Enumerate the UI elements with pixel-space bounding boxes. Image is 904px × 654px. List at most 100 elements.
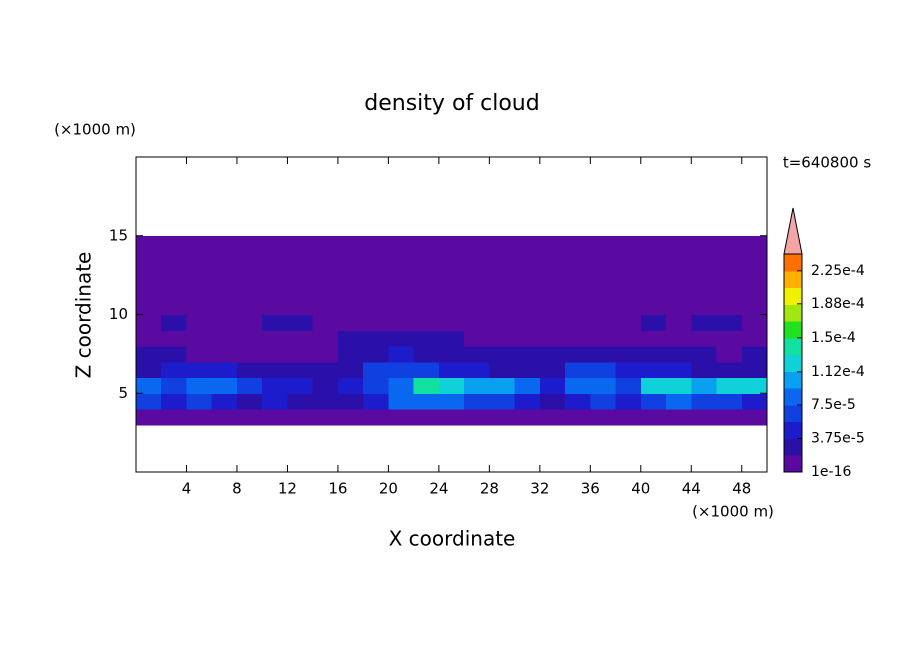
field-cell [136,346,162,363]
field-cell [640,283,667,300]
field-cell [666,235,692,253]
field-cell [312,409,339,426]
field-cell [691,409,718,426]
field-cell [539,409,566,426]
field-cell [666,267,692,284]
field-cell [388,346,415,363]
field-cell [565,298,591,316]
field-cell [716,361,743,379]
field-cell [590,346,617,363]
field-cell [363,314,389,331]
field-cell [136,361,162,379]
field-cell [262,330,289,347]
field-cell [161,251,188,268]
field-cell [438,267,465,284]
field-cell [312,298,339,316]
field-cell [136,298,162,316]
field-cell [312,346,339,363]
colorbar-swatch [784,404,802,423]
chart-title: density of cloud [364,91,539,116]
field-cell [615,283,642,300]
field-cell [413,361,440,379]
field-cell [489,346,516,363]
field-cell [337,283,364,300]
field-cell [236,314,263,331]
field-cell [615,298,642,316]
field-cell [186,377,213,394]
field-cell [565,267,591,284]
field-cell [489,377,516,394]
colorbar-swatch [784,270,802,289]
field-cell [337,393,364,410]
colorbar-tick-label: 2.25e-4 [811,263,865,279]
field-cell [741,251,768,268]
field-cell [211,409,238,426]
field-cell [388,409,415,426]
field-cell [716,377,743,394]
x-tick-label: 32 [530,480,549,498]
field-cell [741,283,768,300]
field-cell [388,361,415,379]
x-tick-label: 12 [278,480,297,498]
field-cell [464,393,490,410]
field-cell [615,330,642,347]
field-cell [161,393,188,410]
field-cell [211,346,238,363]
field-cell [388,298,415,316]
field-cell [186,361,213,379]
field-cell [388,330,415,347]
field-cell [312,377,339,394]
field-cell [363,346,389,363]
field-cell [615,361,642,379]
field-cell [716,267,743,284]
field-cell [615,377,642,394]
y-tick-label: 5 [118,384,128,402]
field-cell [161,235,188,253]
colorbar-tick-label: 1.5e-4 [811,330,856,346]
field-cell [514,251,541,268]
field-cell [640,377,667,394]
field-cell [590,330,617,347]
field-cell [337,409,364,426]
field-cell [640,267,667,284]
field-cell [464,251,490,268]
field-cell [287,346,314,363]
field-cell [590,283,617,300]
field-cell [161,298,188,316]
field-cell [438,235,465,253]
colorbar-swatch [784,287,802,305]
field-cell [716,298,743,316]
field-cell [161,330,188,347]
field-cell [464,346,490,363]
field-cell [464,409,490,426]
field-cell [211,251,238,268]
field-cell [615,267,642,284]
colorbar-swatch [784,421,802,439]
colorbar-swatch [784,254,802,272]
field-cell [337,267,364,284]
field-cell [539,267,566,284]
field-cell [464,361,490,379]
field-cell [186,251,213,268]
field-cell [438,393,465,410]
field-cell [337,251,364,268]
field-cell [640,393,667,410]
x-tick-label: 48 [732,480,751,498]
field-cell [489,298,516,316]
field-cell [363,251,389,268]
field-cell [312,251,339,268]
field-cell [565,235,591,253]
field-cell [590,267,617,284]
field-cell [464,377,490,394]
field-cell [211,330,238,347]
field-cell [413,377,440,394]
field-cell [211,377,238,394]
field-cell [565,346,591,363]
field-cell [716,235,743,253]
field-cell [615,346,642,363]
field-cell [691,298,718,316]
x-tick-label: 4 [182,480,192,498]
field-cell [388,393,415,410]
field-cell [136,251,162,268]
field-cell [514,283,541,300]
